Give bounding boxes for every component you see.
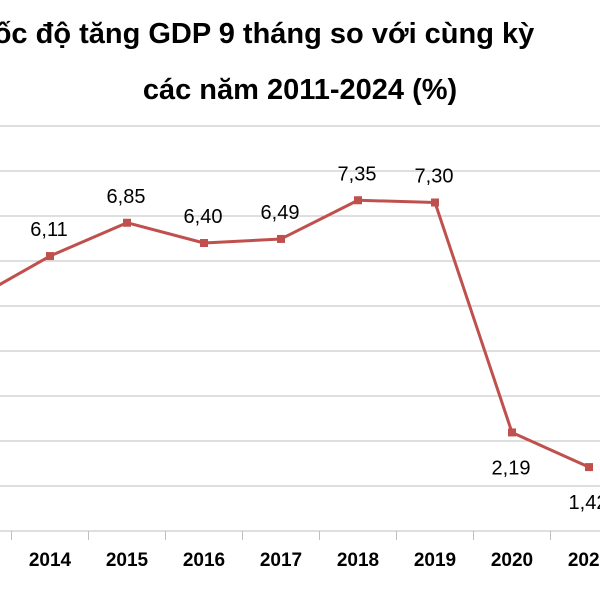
x-tick-label: 2019 <box>414 550 456 571</box>
x-tick-label: 2018 <box>337 550 379 571</box>
data-point <box>585 463 593 472</box>
chart-title-line-1: Tốc độ tăng GDP 9 tháng so với cùng kỳ <box>0 18 535 50</box>
data-point <box>123 218 131 227</box>
x-tick-label: 2021 <box>568 550 600 571</box>
chart-title-line-2: các năm 2011-2024 (%) <box>142 74 458 106</box>
data-point <box>508 428 516 437</box>
data-point <box>46 252 54 261</box>
data-label: 7,30 <box>415 166 454 188</box>
data-label: 6,11 <box>30 219 67 241</box>
data-label: 7,35 <box>338 163 377 185</box>
data-label: 6,40 <box>184 206 223 228</box>
series-line <box>0 198 590 469</box>
data-label: 1,42 <box>569 492 600 514</box>
x-tick-label: 2020 <box>491 550 533 571</box>
x-tick-label: 2015 <box>106 550 149 571</box>
x-tick-label: 2016 <box>183 550 225 571</box>
x-tick-label: 2017 <box>260 550 302 571</box>
data-point <box>431 198 439 207</box>
data-point <box>277 234 285 243</box>
data-label: 6,85 <box>107 186 146 208</box>
data-point <box>200 239 208 247</box>
data-label: 6,49 <box>261 202 300 224</box>
data-label: 2,19 <box>492 457 531 479</box>
x-tick-label: 2014 <box>29 550 72 571</box>
data-point <box>354 196 362 205</box>
